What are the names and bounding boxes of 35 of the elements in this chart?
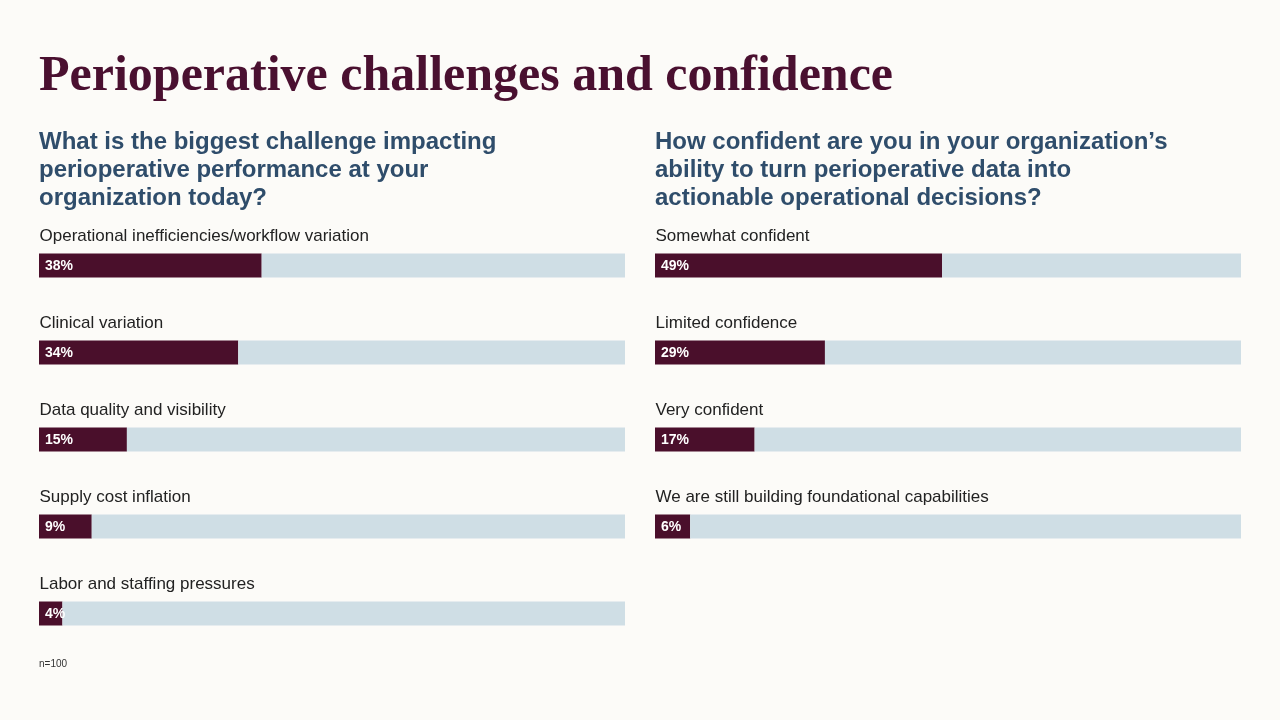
bar (690, 514, 1241, 539)
y-tick-label: Supply cost inflation (39, 486, 191, 506)
bar (39, 253, 262, 278)
bar (39, 340, 239, 365)
y-tick-label: Data quality and visibility (39, 399, 227, 419)
data-label: 6% (661, 517, 682, 534)
data-label: 34% (45, 343, 74, 360)
data-label: 29% (661, 343, 690, 360)
y-tick-label: Limited confidence (655, 312, 798, 332)
data-label: 15% (45, 430, 74, 447)
chart-subtitle: How confident are you in your organization’s ability to turn perioperative data into actionable operational decisions? (655, 127, 1168, 210)
chart-subtitle: What is the biggest challenge impacting perioperative performance at your organization today? (39, 127, 497, 210)
bar (655, 427, 755, 452)
bar (942, 253, 1241, 278)
bar (91, 514, 625, 539)
bar (126, 427, 625, 452)
data-label: 9% (45, 517, 66, 534)
bar (655, 253, 943, 278)
bar (261, 253, 625, 278)
y-tick-label: Very confident (655, 399, 764, 419)
bar (39, 427, 127, 452)
data-label: 38% (45, 256, 74, 273)
data-label: 17% (661, 430, 690, 447)
bar (824, 340, 1241, 365)
y-tick-label: We are still building foundational capabilities (655, 486, 989, 506)
bar (655, 340, 825, 365)
text: n=100 (39, 658, 68, 669)
y-tick-label: Somewhat confident (655, 225, 810, 245)
y-tick-label: Clinical variation (39, 312, 164, 332)
data-label: 49% (661, 256, 690, 273)
y-tick-label: Labor and staffing pressures (39, 573, 255, 593)
chart-title: Perioperative challenges and confidence (39, 45, 894, 101)
bar (238, 340, 625, 365)
y-tick-label: Operational inefficiencies/workflow variation (39, 225, 369, 245)
bar (754, 427, 1241, 452)
